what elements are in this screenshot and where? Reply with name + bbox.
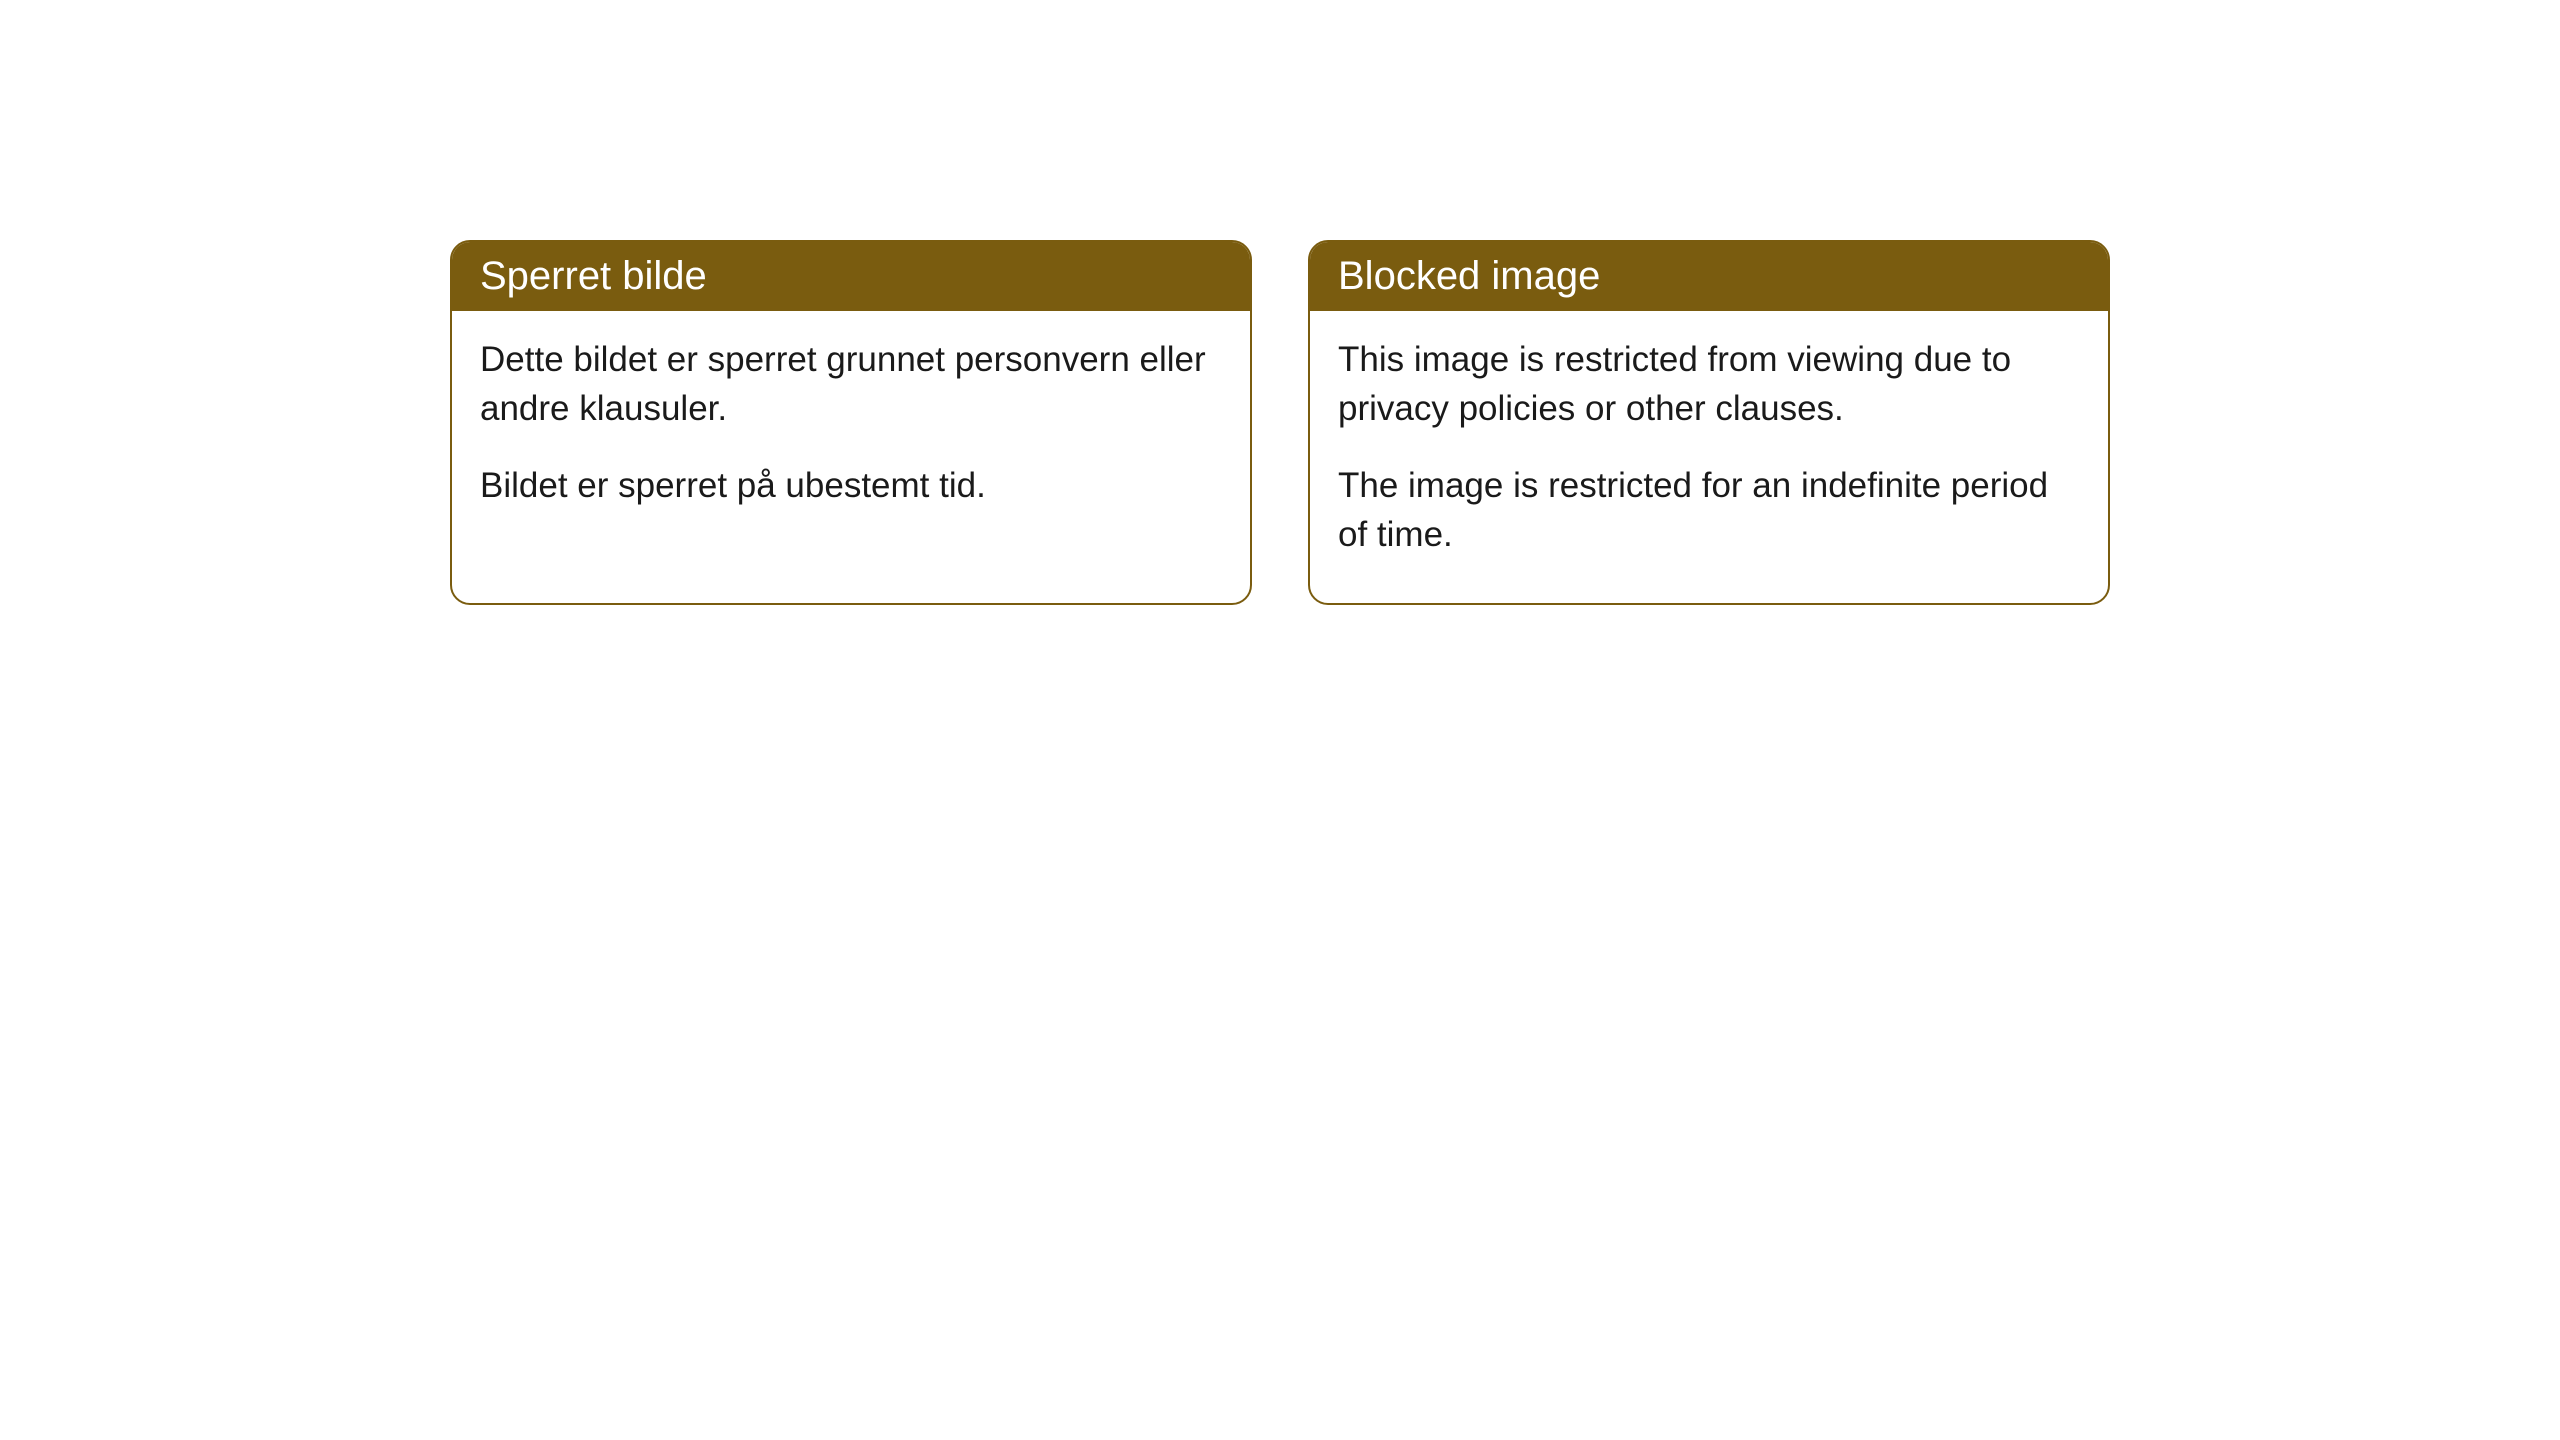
card-paragraph-1-norwegian: Dette bildet er sperret grunnet personve… <box>480 335 1222 433</box>
card-paragraph-2-norwegian: Bildet er sperret på ubestemt tid. <box>480 461 1222 510</box>
card-paragraph-2-english: The image is restricted for an indefinit… <box>1338 461 2080 559</box>
card-english: Blocked image This image is restricted f… <box>1308 240 2110 605</box>
card-norwegian: Sperret bilde Dette bildet er sperret gr… <box>450 240 1252 605</box>
card-body-english: This image is restricted from viewing du… <box>1310 311 2108 603</box>
card-body-norwegian: Dette bildet er sperret grunnet personve… <box>452 311 1250 554</box>
card-header-english: Blocked image <box>1310 242 2108 311</box>
card-header-norwegian: Sperret bilde <box>452 242 1250 311</box>
card-paragraph-1-english: This image is restricted from viewing du… <box>1338 335 2080 433</box>
cards-container: Sperret bilde Dette bildet er sperret gr… <box>0 0 2560 605</box>
